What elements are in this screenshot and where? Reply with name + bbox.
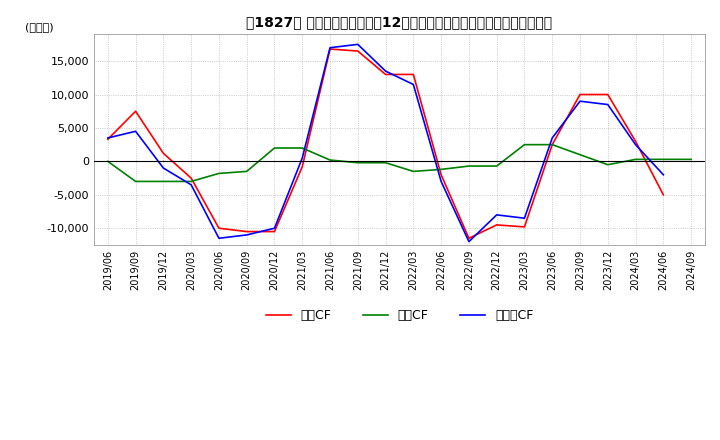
営業CF xyxy=(270,229,279,234)
投資CF xyxy=(548,142,557,147)
投資CF xyxy=(603,162,612,167)
投資CF xyxy=(659,157,667,162)
投資CF xyxy=(298,145,307,150)
営業CF xyxy=(382,72,390,77)
投資CF xyxy=(131,179,140,184)
投資CF xyxy=(270,145,279,150)
フリーCF xyxy=(631,142,640,147)
営業CF xyxy=(131,109,140,114)
投資CF xyxy=(437,167,446,172)
営業CF xyxy=(325,46,334,51)
営業CF xyxy=(186,176,195,181)
営業CF xyxy=(437,172,446,177)
営業CF xyxy=(464,236,473,241)
フリーCF xyxy=(576,99,585,104)
フリーCF xyxy=(104,136,112,141)
営業CF xyxy=(576,92,585,97)
Line: 営業CF: 営業CF xyxy=(108,49,663,238)
Line: 投資CF: 投資CF xyxy=(108,145,691,181)
フリーCF xyxy=(437,179,446,184)
営業CF xyxy=(159,151,168,156)
投資CF xyxy=(520,142,528,147)
フリーCF xyxy=(325,45,334,50)
投資CF xyxy=(104,159,112,164)
投資CF xyxy=(382,160,390,165)
フリーCF xyxy=(298,155,307,161)
営業CF xyxy=(548,142,557,147)
営業CF xyxy=(603,92,612,97)
投資CF xyxy=(354,160,362,165)
投資CF xyxy=(464,163,473,169)
フリーCF xyxy=(382,69,390,74)
フリーCF xyxy=(270,226,279,231)
投資CF xyxy=(215,171,223,176)
投資CF xyxy=(576,152,585,158)
Y-axis label: (百万円): (百万円) xyxy=(24,22,53,32)
投資CF xyxy=(409,169,418,174)
フリーCF xyxy=(243,232,251,238)
営業CF xyxy=(104,137,112,142)
営業CF xyxy=(520,224,528,230)
営業CF xyxy=(659,192,667,198)
フリーCF xyxy=(354,42,362,47)
Legend: 営業CF, 投資CF, フリーCF: 営業CF, 投資CF, フリーCF xyxy=(261,304,539,327)
フリーCF xyxy=(464,239,473,244)
フリーCF xyxy=(659,172,667,177)
フリーCF xyxy=(520,216,528,221)
Title: 【1827】 キャッシュフローの12か月移動合計の対前年同期増減額の推移: 【1827】 キャッシュフローの12か月移動合計の対前年同期増減額の推移 xyxy=(246,15,552,29)
投資CF xyxy=(186,179,195,184)
フリーCF xyxy=(409,82,418,87)
フリーCF xyxy=(603,102,612,107)
営業CF xyxy=(354,48,362,54)
投資CF xyxy=(492,163,501,169)
営業CF xyxy=(298,164,307,169)
投資CF xyxy=(687,157,696,162)
投資CF xyxy=(243,169,251,174)
Line: フリーCF: フリーCF xyxy=(108,44,663,242)
フリーCF xyxy=(215,236,223,241)
投資CF xyxy=(325,158,334,163)
フリーCF xyxy=(159,165,168,171)
営業CF xyxy=(409,72,418,77)
営業CF xyxy=(215,226,223,231)
投資CF xyxy=(159,179,168,184)
フリーCF xyxy=(186,182,195,187)
フリーCF xyxy=(548,136,557,141)
投資CF xyxy=(631,157,640,162)
フリーCF xyxy=(131,128,140,134)
営業CF xyxy=(492,222,501,227)
フリーCF xyxy=(492,212,501,217)
営業CF xyxy=(243,229,251,234)
営業CF xyxy=(631,139,640,144)
